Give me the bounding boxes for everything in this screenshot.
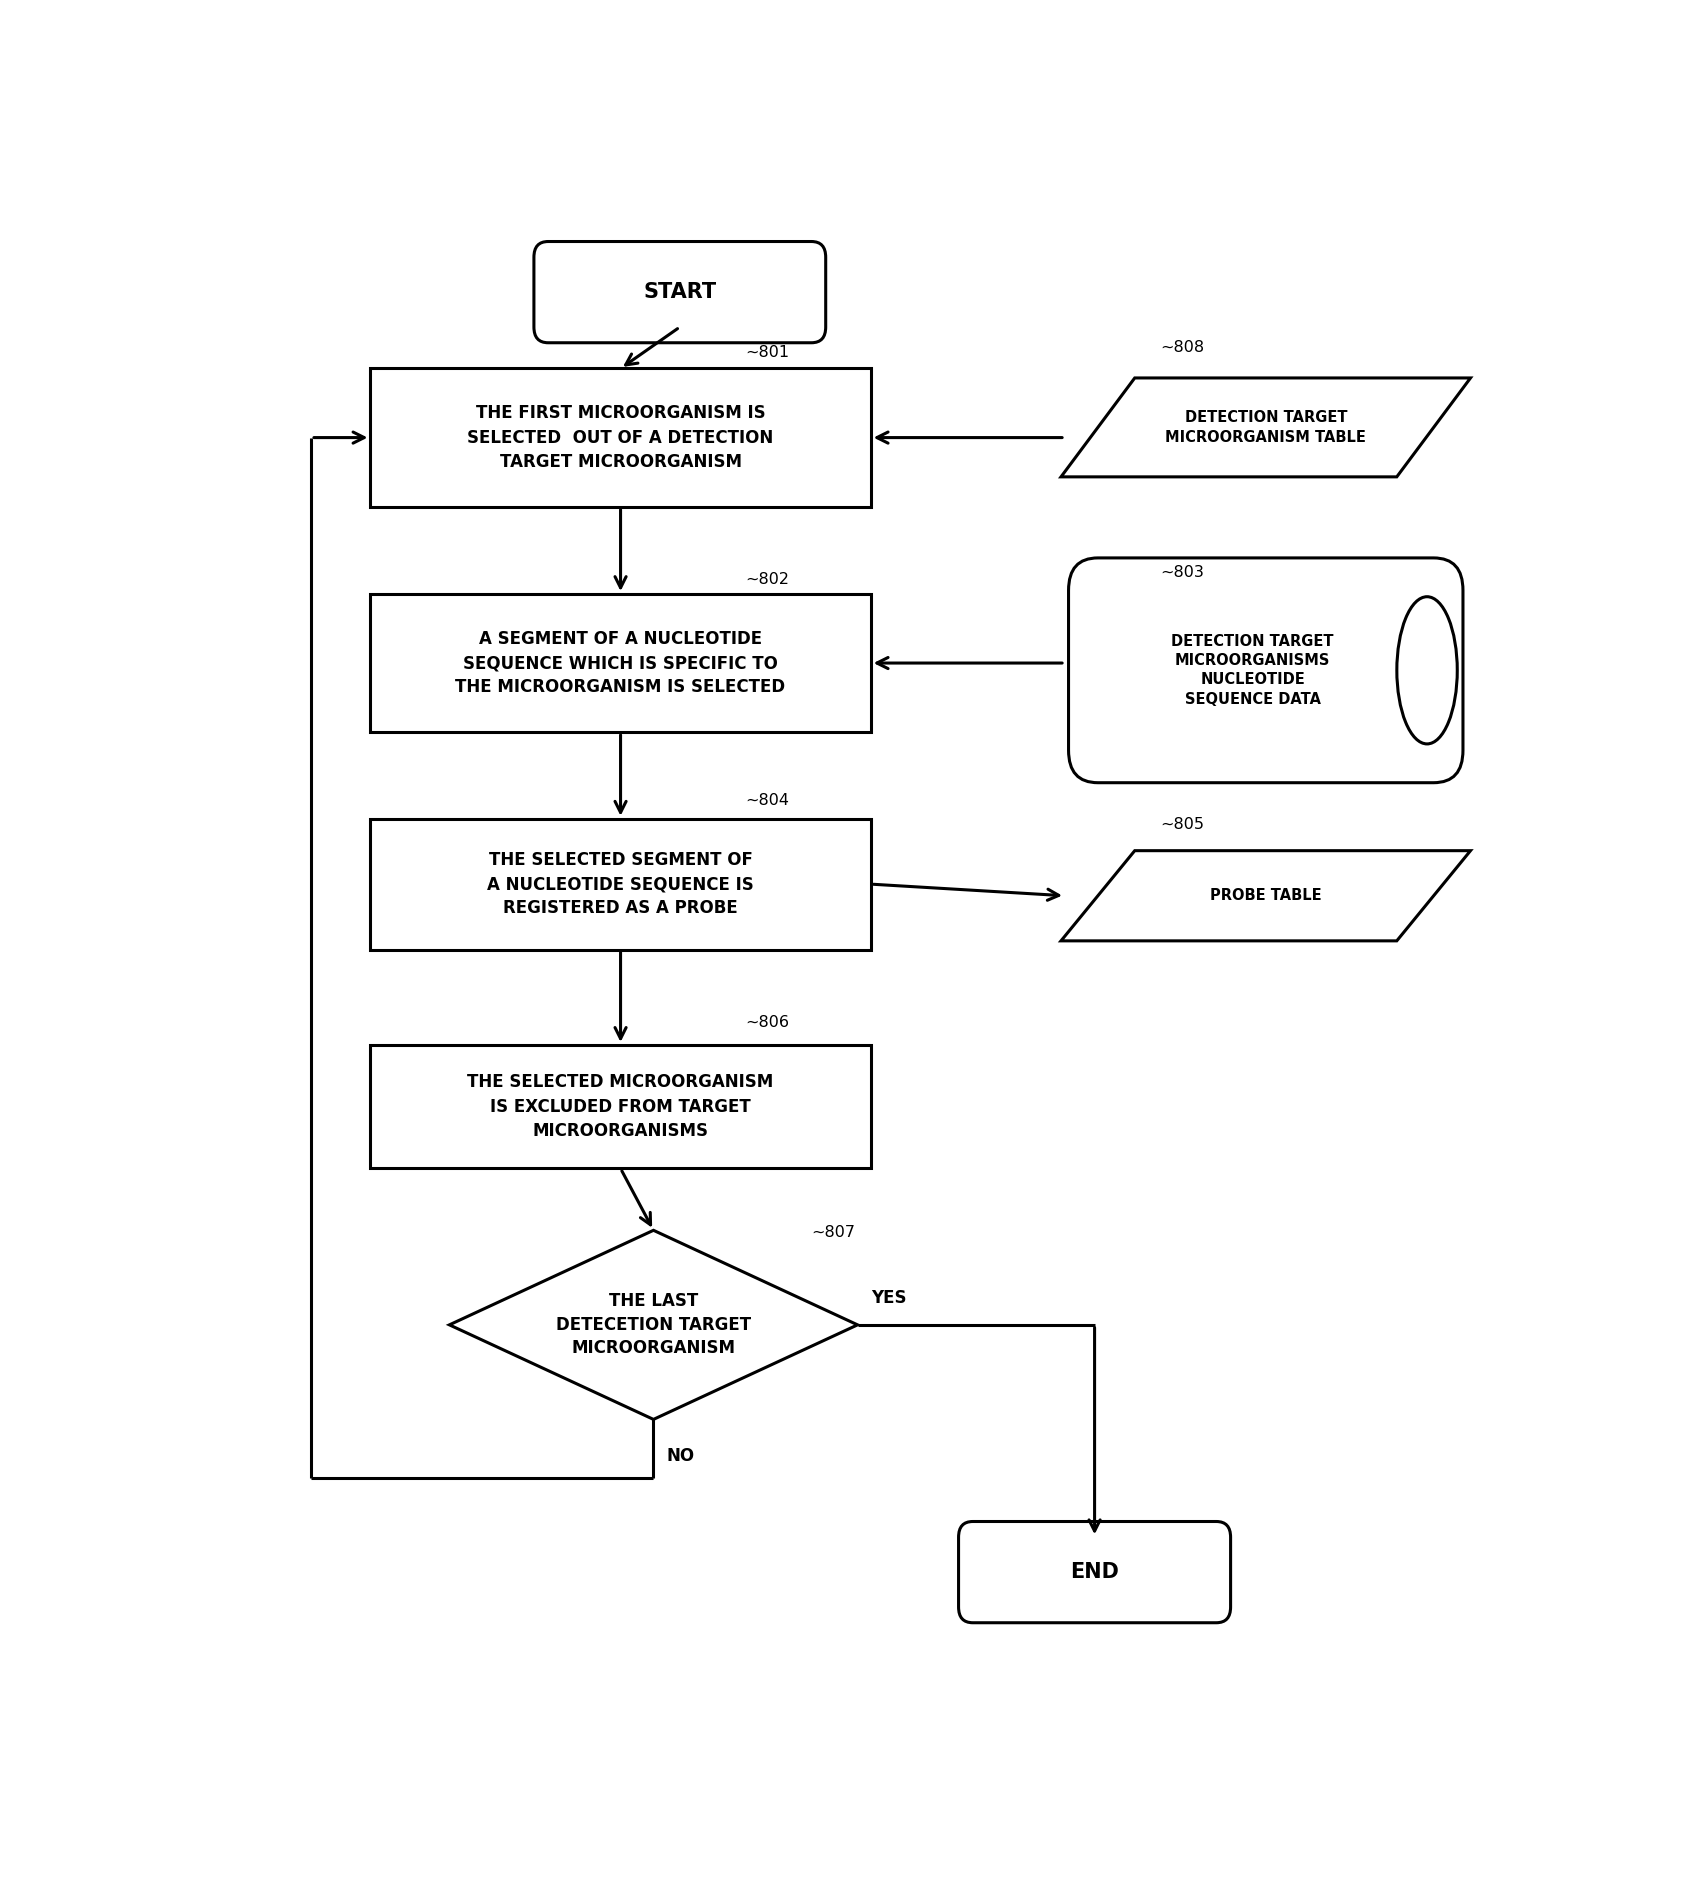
Text: NO: NO (666, 1447, 694, 1464)
Text: ~802: ~802 (745, 572, 790, 587)
Bar (370, 593, 871, 733)
Text: ~807: ~807 (812, 1226, 856, 1241)
Polygon shape (1060, 850, 1470, 941)
Text: THE FIRST MICROORGANISM IS
SELECTED  OUT OF A DETECTION
TARGET MICROORGANISM: THE FIRST MICROORGANISM IS SELECTED OUT … (467, 404, 773, 470)
FancyBboxPatch shape (1068, 557, 1462, 782)
Text: ~808: ~808 (1160, 340, 1204, 355)
Text: THE LAST
DETECETION TARGET
MICROORGANISM: THE LAST DETECETION TARGET MICROORGANISM (555, 1292, 751, 1358)
Text: ~803: ~803 (1160, 565, 1204, 580)
Text: ~804: ~804 (745, 793, 790, 808)
FancyBboxPatch shape (958, 1521, 1229, 1623)
Text: THE SELECTED SEGMENT OF
A NUCLEOTIDE SEQUENCE IS
REGISTERED AS A PROBE: THE SELECTED SEGMENT OF A NUCLEOTIDE SEQ… (487, 850, 754, 918)
Text: START: START (644, 281, 717, 302)
FancyBboxPatch shape (533, 242, 825, 342)
Text: END: END (1070, 1562, 1119, 1583)
Bar (370, 818, 871, 950)
Ellipse shape (1396, 597, 1457, 744)
Text: YES: YES (871, 1290, 905, 1307)
Text: ~801: ~801 (745, 346, 790, 361)
Bar (370, 1045, 871, 1169)
Bar (370, 368, 871, 506)
Text: ~806: ~806 (745, 1014, 790, 1030)
Text: ~805: ~805 (1160, 816, 1204, 831)
Text: A SEGMENT OF A NUCLEOTIDE
SEQUENCE WHICH IS SPECIFIC TO
THE MICROORGANISM IS SEL: A SEGMENT OF A NUCLEOTIDE SEQUENCE WHICH… (455, 629, 784, 697)
Polygon shape (448, 1230, 857, 1419)
Text: PROBE TABLE: PROBE TABLE (1209, 888, 1321, 903)
Text: THE SELECTED MICROORGANISM
IS EXCLUDED FROM TARGET
MICROORGANISMS: THE SELECTED MICROORGANISM IS EXCLUDED F… (467, 1073, 773, 1139)
Polygon shape (1060, 378, 1470, 476)
Text: DETECTION TARGET
MICROORGANISMS
NUCLEOTIDE
SEQUENCE DATA: DETECTION TARGET MICROORGANISMS NUCLEOTI… (1170, 635, 1333, 706)
Text: DETECTION TARGET
MICROORGANISM TABLE: DETECTION TARGET MICROORGANISM TABLE (1165, 410, 1365, 444)
